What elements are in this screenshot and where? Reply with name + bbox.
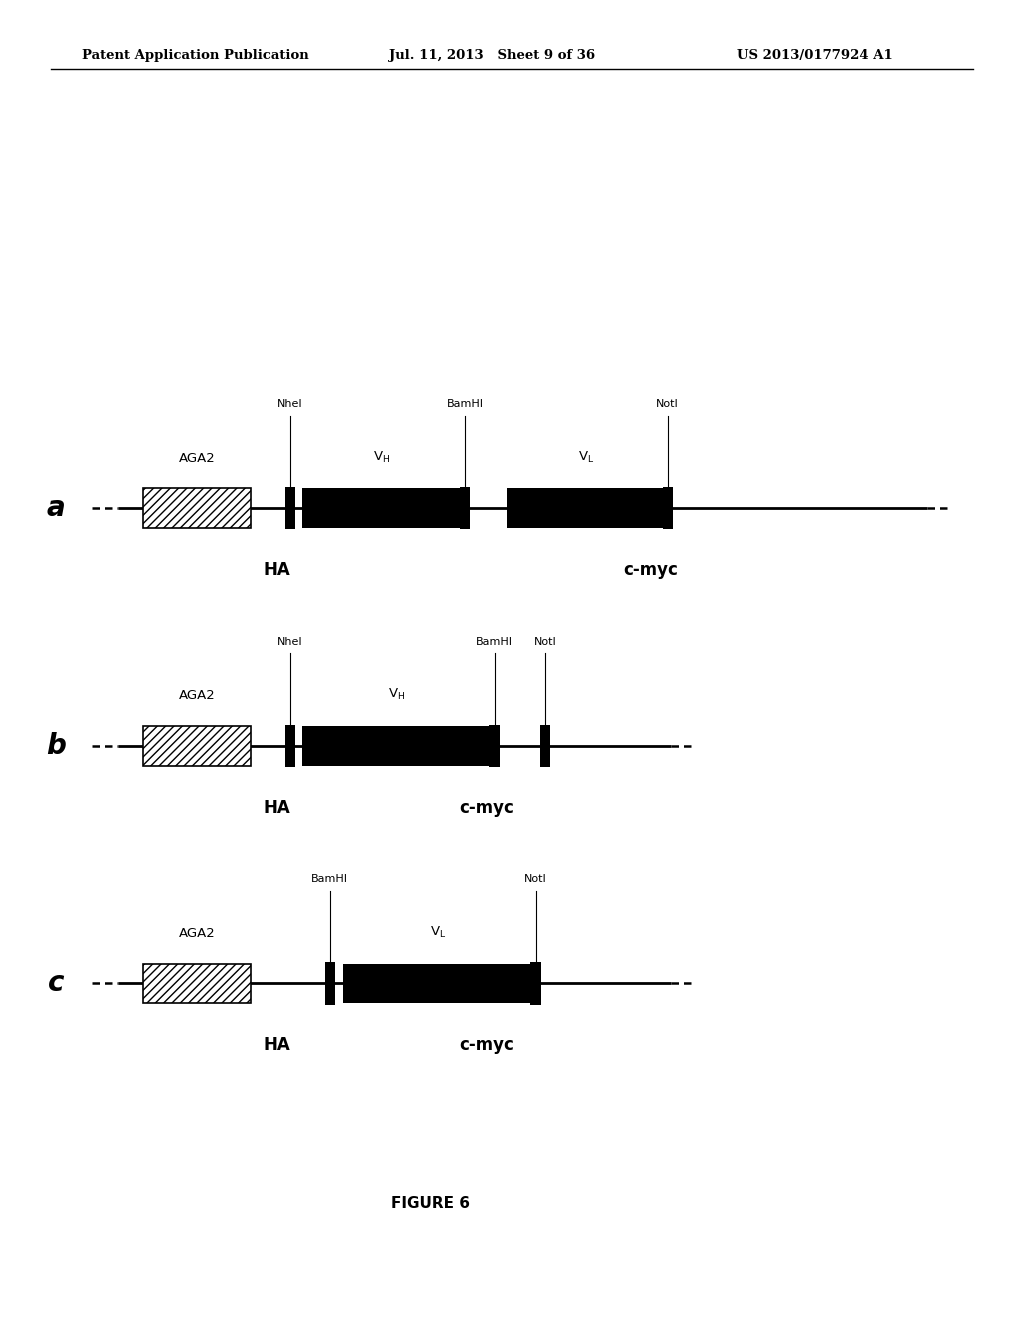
Bar <box>663 487 673 529</box>
Text: AGA2: AGA2 <box>179 451 215 465</box>
Text: V$_\mathsf{L}$: V$_\mathsf{L}$ <box>579 450 594 465</box>
Bar <box>285 725 295 767</box>
Text: HA: HA <box>263 1036 290 1055</box>
Text: Jul. 11, 2013   Sheet 9 of 36: Jul. 11, 2013 Sheet 9 of 36 <box>389 49 595 62</box>
Text: FIGURE 6: FIGURE 6 <box>390 1196 470 1212</box>
Text: V$_\mathsf{H}$: V$_\mathsf{H}$ <box>388 688 406 702</box>
Text: V$_\mathsf{H}$: V$_\mathsf{H}$ <box>373 450 390 465</box>
Text: NotI: NotI <box>534 636 556 647</box>
Bar <box>302 726 492 766</box>
Text: c-myc: c-myc <box>459 799 514 817</box>
Bar <box>489 725 500 767</box>
Text: c-myc: c-myc <box>459 1036 514 1055</box>
Bar <box>285 487 295 529</box>
Bar <box>460 487 470 529</box>
Text: US 2013/0177924 A1: US 2013/0177924 A1 <box>737 49 893 62</box>
Text: HA: HA <box>263 799 290 817</box>
Text: BamHI: BamHI <box>476 636 513 647</box>
Bar <box>143 488 251 528</box>
Text: AGA2: AGA2 <box>179 689 215 702</box>
Text: b: b <box>46 731 67 760</box>
Text: NotI: NotI <box>524 874 547 884</box>
Bar <box>143 964 251 1003</box>
Text: BamHI: BamHI <box>446 399 483 409</box>
Bar <box>507 488 666 528</box>
Text: NheI: NheI <box>276 636 303 647</box>
Text: a: a <box>47 494 66 523</box>
Text: c: c <box>48 969 65 998</box>
Bar <box>302 488 461 528</box>
Text: NotI: NotI <box>656 399 679 409</box>
Text: BamHI: BamHI <box>311 874 348 884</box>
Text: HA: HA <box>263 561 290 579</box>
Bar <box>343 964 532 1003</box>
Text: NheI: NheI <box>276 399 303 409</box>
Text: c-myc: c-myc <box>623 561 678 579</box>
Bar <box>143 726 251 766</box>
Bar <box>540 725 550 767</box>
Text: AGA2: AGA2 <box>179 927 215 940</box>
Text: Patent Application Publication: Patent Application Publication <box>82 49 308 62</box>
Bar <box>530 962 541 1005</box>
Bar <box>325 962 335 1005</box>
Text: V$_\mathsf{L}$: V$_\mathsf{L}$ <box>430 925 445 940</box>
